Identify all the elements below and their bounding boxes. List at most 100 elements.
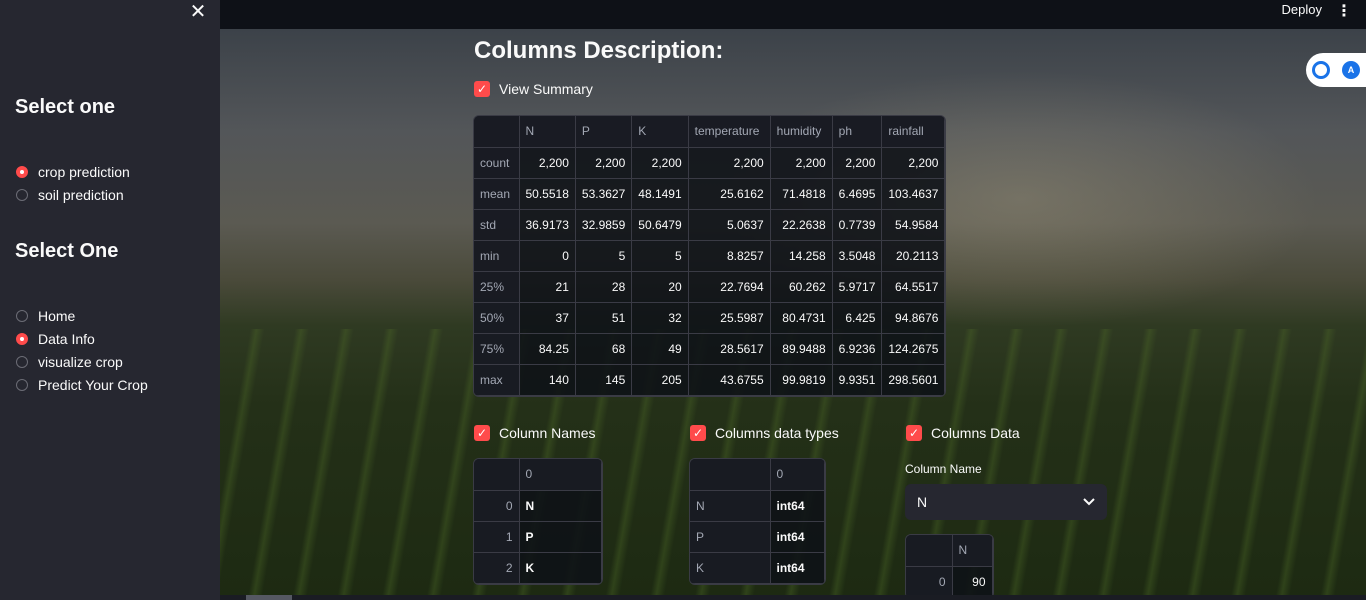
table-cell: 60.262 <box>770 271 833 303</box>
table-cell: 94.8676 <box>881 302 946 334</box>
table-row: N int64 <box>690 490 825 522</box>
table-row: 0 90 <box>906 566 993 598</box>
main-content: A Columns Description: ✓ View Summary N … <box>220 29 1366 600</box>
table-header-row: 0 <box>474 459 602 491</box>
column-names-checkbox[interactable]: ✓ Column Names <box>474 425 595 441</box>
radio-predict-your-crop[interactable]: Predict Your Crop <box>16 373 148 396</box>
row-index: N <box>690 490 771 522</box>
table-cell: 140 <box>519 364 576 396</box>
row-index: min <box>474 240 520 272</box>
radio-visualize-crop[interactable]: visualize crop <box>16 350 148 373</box>
table-cell: 20.2113 <box>881 240 946 272</box>
column-header: N <box>952 535 993 567</box>
table-cell: int64 <box>770 552 825 584</box>
check-icon: ✓ <box>474 81 490 97</box>
table-cell: 298.5601 <box>881 364 946 396</box>
row-index: K <box>690 552 771 584</box>
page-radio-group: Home Data Info visualize crop Predict Yo… <box>16 304 148 396</box>
column-header: K <box>631 116 689 148</box>
table-cell: 22.2638 <box>770 209 833 241</box>
select-value: N <box>917 494 928 510</box>
table-cell: 2,200 <box>770 147 833 179</box>
row-index: 25% <box>474 271 520 303</box>
radio-label: Predict Your Crop <box>38 376 148 393</box>
column-header: rainfall <box>881 116 946 148</box>
column-header: 0 <box>519 459 602 491</box>
table-cell: 145 <box>575 364 633 396</box>
table-cell: 2,200 <box>832 147 883 179</box>
checkbox-label: Column Names <box>499 425 596 441</box>
scrollbar-thumb[interactable] <box>246 595 292 600</box>
row-index: count <box>474 147 520 179</box>
table-cell: 25.5987 <box>688 302 771 334</box>
table-cell: 2,200 <box>519 147 576 179</box>
column-header <box>474 459 520 491</box>
table-cell: 20 <box>631 271 689 303</box>
table-cell: 53.3627 <box>575 178 633 210</box>
column-header <box>690 459 771 491</box>
table-row: 75% 84.25 68 49 28.5617 89.9488 6.9236 124.2675 <box>474 333 946 365</box>
radio-label: Home <box>38 307 76 324</box>
radio-unselected-icon <box>16 188 28 201</box>
column-header: P <box>575 116 633 148</box>
view-summary-checkbox[interactable]: ✓ View Summary <box>474 81 593 97</box>
table-cell: 2,200 <box>688 147 771 179</box>
column-names-dataframe[interactable]: 0 0 N 1 P 2 K <box>473 458 603 585</box>
table-row: std 36.9173 32.9859 50.6479 5.0637 22.2638 0.7… <box>474 209 946 241</box>
table-cell: 89.9488 <box>770 333 833 365</box>
browser-extension-toolbar: A <box>1306 53 1366 87</box>
column-name-select[interactable]: N <box>905 484 1107 520</box>
table-cell: 36.9173 <box>519 209 576 241</box>
top-bar: Deploy ⋮ <box>220 0 1366 29</box>
table-cell: 32.9859 <box>575 209 633 241</box>
extension-translate-icon[interactable]: A <box>1342 61 1360 79</box>
table-cell: 2,200 <box>881 147 946 179</box>
table-cell: 6.4695 <box>832 178 883 210</box>
deploy-button[interactable]: Deploy <box>1281 2 1322 17</box>
radio-selected-icon <box>16 165 28 178</box>
radio-data-info[interactable]: Data Info <box>16 327 148 350</box>
columns-data-checkbox[interactable]: ✓ Columns Data <box>906 425 1020 441</box>
row-index: 0 <box>474 490 520 522</box>
chevron-down-icon <box>1083 498 1095 506</box>
radio-home[interactable]: Home <box>16 304 148 327</box>
close-icon[interactable]: ✕ <box>189 1 207 23</box>
radio-selected-icon <box>16 332 28 345</box>
radio-unselected-icon <box>16 355 28 368</box>
radio-label: Data Info <box>38 330 95 347</box>
radio-crop-prediction[interactable]: crop prediction <box>16 160 130 183</box>
table-cell: 28 <box>575 271 633 303</box>
table-row: 2 K <box>474 552 602 584</box>
summary-table: N P K temperature humidity ph rainfall c… <box>474 116 946 396</box>
table-cell: 49 <box>631 333 689 365</box>
table-cell: 43.6755 <box>688 364 771 396</box>
data-types-dataframe[interactable]: 0 N int64 P int64 K int64 <box>689 458 826 585</box>
page-title: Columns Description: <box>474 37 724 64</box>
column-header <box>474 116 520 148</box>
extension-search-icon[interactable] <box>1312 61 1330 79</box>
table-cell: 6.9236 <box>832 333 883 365</box>
row-index: 50% <box>474 302 520 334</box>
summary-dataframe[interactable]: N P K temperature humidity ph rainfall c… <box>473 115 947 397</box>
horizontal-scrollbar[interactable] <box>220 595 1366 600</box>
table-cell: 0.7739 <box>832 209 883 241</box>
table-cell: P <box>519 521 602 553</box>
check-icon: ✓ <box>474 425 490 441</box>
radio-label: crop prediction <box>38 163 130 180</box>
radio-soil-prediction[interactable]: soil prediction <box>16 183 130 206</box>
column-data-dataframe[interactable]: N 0 90 <box>905 534 994 599</box>
table-cell: 68 <box>575 333 633 365</box>
table-cell: 8.8257 <box>688 240 771 272</box>
table-cell: N <box>519 490 602 522</box>
column-header: ph <box>832 116 883 148</box>
columns-data-types-checkbox[interactable]: ✓ Columns data types <box>690 425 839 441</box>
table-cell: 54.9584 <box>881 209 946 241</box>
sidebar-heading-select-one: Select one <box>15 96 116 118</box>
table-row: 1 P <box>474 521 602 553</box>
kebab-menu-icon[interactable]: ⋮ <box>1336 3 1352 20</box>
column-header: temperature <box>688 116 771 148</box>
table-cell: 9.9351 <box>832 364 883 396</box>
table-cell: 99.9819 <box>770 364 833 396</box>
table-cell: 124.2675 <box>881 333 946 365</box>
table-cell: 21 <box>519 271 576 303</box>
